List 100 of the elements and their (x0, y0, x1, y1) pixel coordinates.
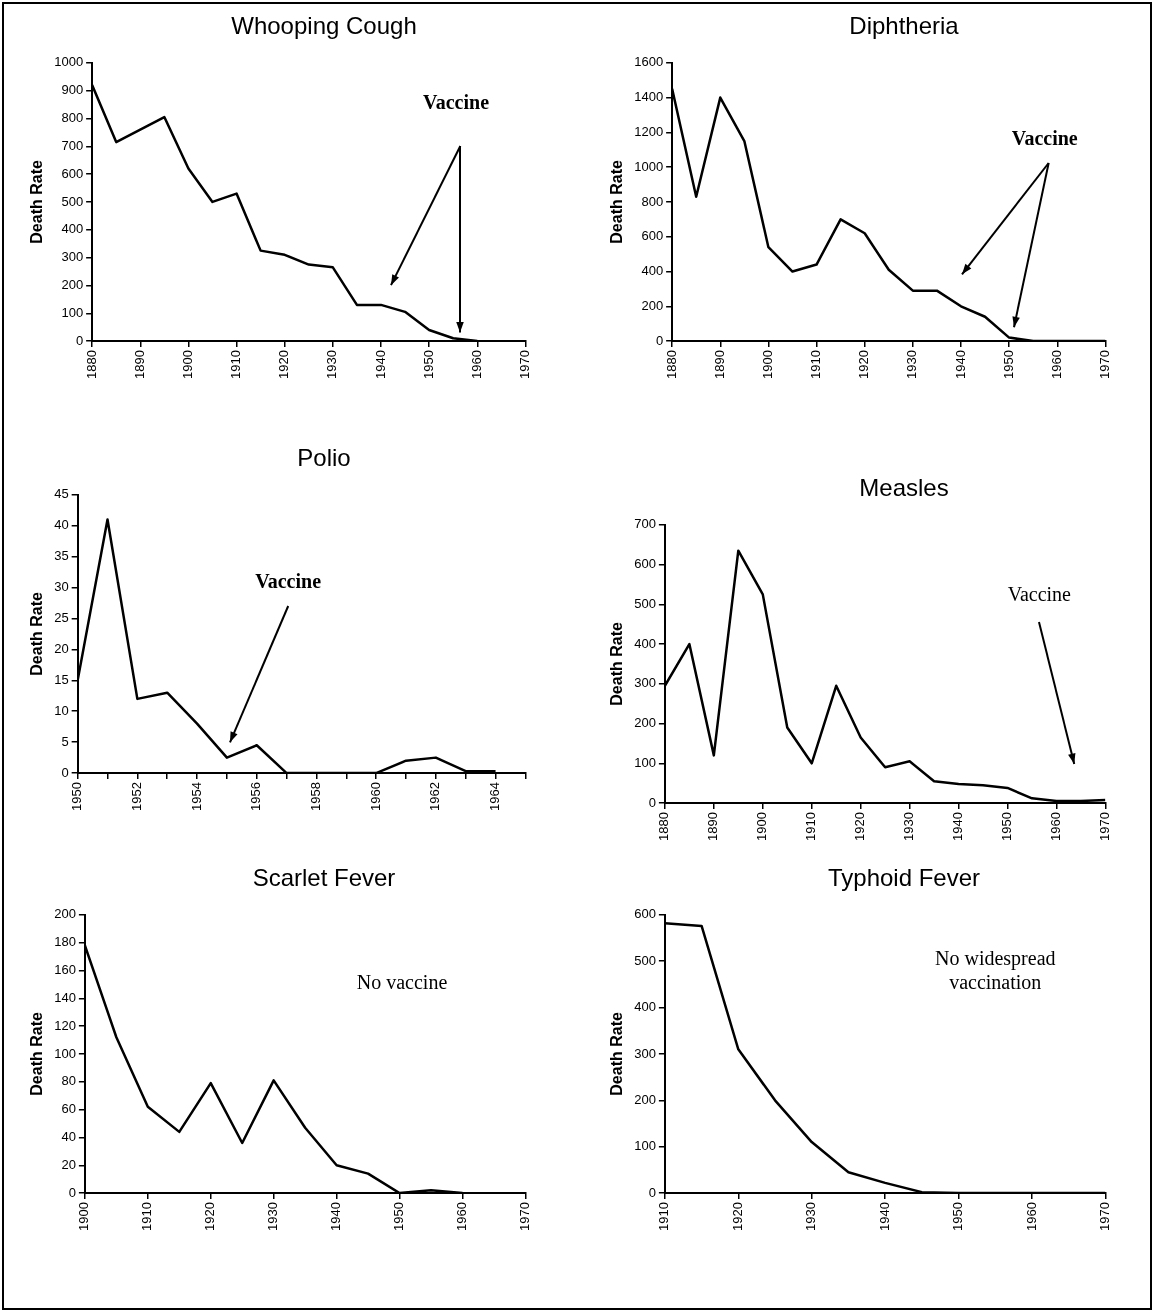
y-tick-label: 400 (634, 999, 656, 1015)
x-tick-label: 1910 (139, 1202, 155, 1231)
x-tick-label: 1960 (454, 1202, 470, 1231)
y-tick-label: 800 (61, 110, 84, 126)
y-tick-label: 140 (54, 989, 76, 1005)
y-tick-label: 600 (634, 906, 656, 922)
x-tick-label: 1920 (729, 1202, 745, 1231)
y-tick-label: 1000 (54, 54, 84, 70)
y-tick-label: 600 (61, 165, 84, 181)
y-axis-title: Death Rate (608, 1012, 626, 1096)
x-tick-label: 1950 (999, 812, 1015, 841)
x-tick-label: 1970 (516, 1202, 532, 1231)
y-axis-title: Death Rate (28, 592, 46, 676)
x-tick-label: 1956 (248, 782, 264, 811)
y-axis-title: Death Rate (608, 160, 626, 244)
x-tick-label: 1920 (202, 1202, 218, 1231)
x-tick-label: 1940 (950, 812, 966, 841)
x-tick-label: 1930 (265, 1202, 281, 1231)
y-tick-label: 600 (634, 556, 656, 572)
y-axis-title: Death Rate (608, 622, 626, 706)
y-tick-label: 35 (54, 548, 69, 564)
y-tick-label: 0 (648, 794, 656, 810)
y-tick-label: 1000 (634, 158, 664, 174)
y-tick-label: 700 (61, 137, 84, 153)
y-tick-label: 180 (54, 934, 76, 950)
x-tick-label: 1940 (328, 1202, 344, 1231)
y-tick-label: 300 (634, 1045, 656, 1061)
y-tick-label: 1200 (634, 123, 664, 139)
y-tick-label: 400 (634, 635, 656, 651)
y-tick-label: 300 (61, 249, 84, 265)
x-tick-label: 1910 (228, 350, 244, 379)
x-tick-label: 1950 (69, 782, 85, 811)
x-tick-label: 1910 (656, 1202, 672, 1231)
chart-title: Polio (296, 444, 352, 472)
y-tick-label: 0 (68, 1184, 76, 1200)
annotation: Vaccine (1007, 582, 1071, 607)
annotation: No vaccine (356, 969, 448, 994)
y-tick-label: 60 (61, 1101, 76, 1117)
y-tick-label: 500 (634, 952, 656, 968)
x-tick-label: 1900 (76, 1202, 92, 1231)
x-tick-label: 1890 (705, 812, 721, 841)
y-tick-label: 100 (54, 1045, 76, 1061)
y-tick-label: 20 (61, 1156, 76, 1172)
x-tick-label: 1962 (427, 782, 443, 811)
y-tick-label: 20 (54, 640, 69, 656)
annotation: Vaccine (423, 89, 490, 114)
y-tick-label: 700 (634, 516, 656, 532)
y-tick-label: 45 (54, 486, 69, 502)
x-tick-label: 1880 (663, 350, 679, 379)
y-tick-label: 200 (61, 277, 84, 292)
x-tick-label: 1960 (1048, 812, 1064, 841)
chart-title: Whooping Cough (230, 12, 418, 40)
x-tick-label: 1910 (803, 812, 819, 841)
x-tick-label: 1960 (367, 782, 383, 811)
x-tick-label: 1930 (904, 350, 920, 379)
y-tick-label: 5 (61, 733, 69, 749)
y-tick-label: 200 (54, 906, 76, 922)
x-tick-label: 1920 (852, 812, 868, 841)
x-tick-label: 1930 (324, 350, 340, 379)
y-tick-label: 40 (54, 517, 69, 533)
x-tick-label: 1950 (391, 1202, 407, 1231)
y-tick-label: 900 (61, 82, 84, 98)
x-tick-label: 1950 (420, 350, 436, 379)
x-tick-label: 1954 (188, 782, 204, 811)
y-tick-label: 400 (641, 263, 664, 279)
x-tick-label: 1920 (276, 350, 292, 379)
annotation: Vaccine (1011, 125, 1078, 150)
x-tick-label: 1900 (759, 350, 775, 379)
y-tick-label: 500 (61, 193, 84, 209)
chart-title: Diphtheria (848, 12, 960, 40)
y-tick-label: 10 (54, 702, 69, 718)
y-tick-label: 1400 (634, 89, 664, 105)
y-tick-label: 80 (61, 1073, 76, 1089)
x-tick-label: 1900 (754, 812, 770, 841)
y-tick-label: 25 (54, 610, 69, 626)
x-tick-label: 1930 (803, 1202, 819, 1231)
x-tick-label: 1890 (131, 350, 147, 379)
x-tick-label: 1940 (952, 350, 968, 379)
y-tick-label: 100 (61, 304, 84, 320)
x-tick-label: 1964 (487, 782, 503, 811)
x-tick-label: 1950 (1000, 350, 1016, 379)
y-tick-label: 0 (75, 332, 84, 348)
x-tick-label: 1910 (808, 350, 824, 379)
chart-title: Measles (858, 474, 950, 502)
x-tick-label: 1970 (1096, 812, 1112, 841)
x-tick-label: 1880 (656, 812, 672, 841)
y-tick-label: 200 (634, 715, 656, 731)
y-tick-label: 500 (634, 595, 656, 611)
x-tick-label: 1970 (516, 350, 532, 379)
y-tick-label: 100 (634, 754, 656, 770)
x-tick-label: 1960 (1048, 350, 1064, 379)
y-tick-label: 1600 (634, 54, 664, 70)
y-tick-label: 100 (634, 1138, 656, 1154)
x-tick-label: 1930 (901, 812, 917, 841)
x-tick-label: 1970 (1096, 1202, 1112, 1231)
x-tick-label: 1890 (711, 350, 727, 379)
y-tick-label: 0 (61, 764, 69, 780)
x-tick-label: 1960 (1023, 1202, 1039, 1231)
y-tick-label: 40 (61, 1129, 76, 1144)
y-tick-label: 30 (54, 579, 69, 595)
